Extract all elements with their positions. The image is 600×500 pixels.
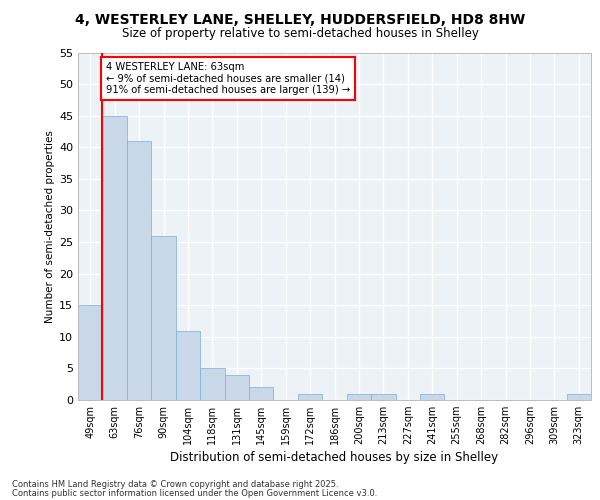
Bar [78,305,103,400]
Y-axis label: Number of semi-detached properties: Number of semi-detached properties [45,130,55,322]
Text: 4, WESTERLEY LANE, SHELLEY, HUDDERSFIELD, HD8 8HW: 4, WESTERLEY LANE, SHELLEY, HUDDERSFIELD… [75,12,525,26]
Bar [103,116,127,400]
Text: Contains HM Land Registry data © Crown copyright and database right 2025.: Contains HM Land Registry data © Crown c… [12,480,338,489]
Text: 4 WESTERLEY LANE: 63sqm
← 9% of semi-detached houses are smaller (14)
91% of sem: 4 WESTERLEY LANE: 63sqm ← 9% of semi-det… [106,62,350,95]
Text: Size of property relative to semi-detached houses in Shelley: Size of property relative to semi-detach… [122,28,478,40]
X-axis label: Distribution of semi-detached houses by size in Shelley: Distribution of semi-detached houses by … [170,452,499,464]
Bar [371,394,395,400]
Bar [298,394,322,400]
Bar [566,394,591,400]
Bar [420,394,445,400]
Bar [347,394,371,400]
Bar [151,236,176,400]
Text: Contains public sector information licensed under the Open Government Licence v3: Contains public sector information licen… [12,489,377,498]
Bar [224,374,249,400]
Bar [127,141,151,400]
Bar [176,330,200,400]
Bar [200,368,224,400]
Bar [249,388,274,400]
